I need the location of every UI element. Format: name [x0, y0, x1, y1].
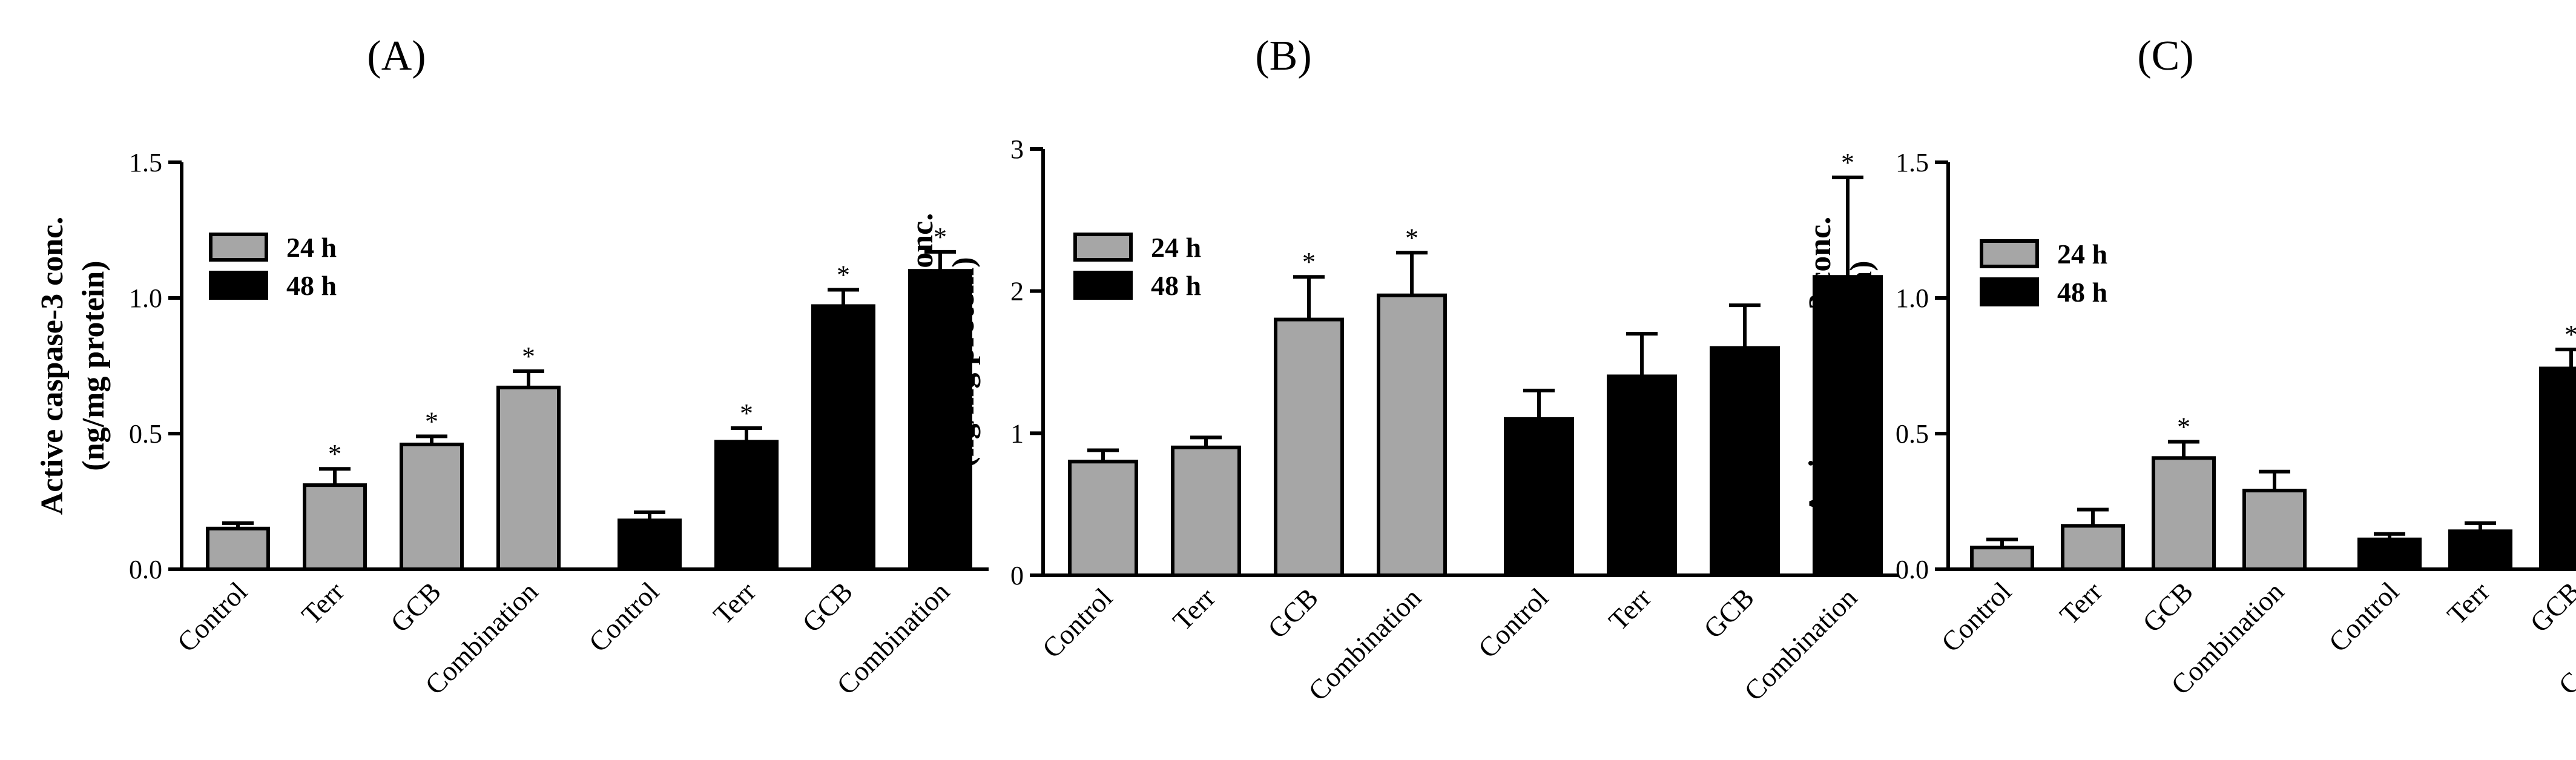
x-tick-label: Terr	[1167, 582, 1221, 636]
bar-48h-control	[618, 518, 682, 571]
bar-24h-gcb	[1274, 317, 1344, 577]
x-tick-label: Terr	[295, 576, 350, 630]
legend-label: 24 h	[286, 232, 337, 263]
bar-24h-combination	[1377, 293, 1447, 577]
significance-marker: *	[1302, 247, 1316, 277]
significance-marker: *	[1405, 223, 1418, 253]
x-tick-label: Terr	[2054, 576, 2108, 630]
panel-label: (A)	[367, 33, 426, 79]
bar-48h-terr	[714, 440, 779, 571]
x-tick-label: GCB	[384, 576, 447, 638]
x-tick-label: Terr	[707, 576, 762, 630]
legend-swatch-48h	[209, 271, 268, 300]
y-tick-label: 0.5	[1896, 419, 1929, 449]
bar-24h-control	[1970, 546, 2034, 571]
y-axis-label-unit: (ng/mg protein)	[1844, 260, 1879, 471]
legend-label: 48 h	[286, 270, 337, 301]
bar-24h-gcb	[400, 442, 464, 571]
x-tick-label: Control	[583, 576, 665, 658]
bar-48h-gcb	[1710, 346, 1780, 577]
x-tick-label: Control	[1935, 576, 2017, 658]
bar-24h-combination	[2242, 489, 2307, 572]
y-tick-label: 0.0	[1896, 555, 1929, 584]
panel-label: (C)	[2137, 33, 2193, 79]
bar-24h-terr	[1171, 445, 1241, 577]
legend-swatch-24h	[1073, 233, 1133, 262]
x-tick-label: Control	[1036, 582, 1118, 664]
legend-swatch-24h	[209, 233, 268, 262]
significance-marker: *	[837, 260, 850, 290]
bar-48h-terr	[2448, 529, 2512, 572]
x-tick-label: GCB	[1262, 582, 1324, 644]
chart-panel-b: (B)Active caspase-3 conc. (ng/mg protein)…	[905, 33, 1899, 707]
legend-label: 24 h	[2057, 239, 2107, 269]
significance-marker: *	[328, 439, 341, 469]
bar-48h-control	[1504, 417, 1574, 577]
bar-48h-combination	[908, 269, 972, 571]
y-axis-label-unit: (ng/mg protein)	[76, 260, 111, 471]
legend-label: 48 h	[2057, 277, 2107, 308]
bar-24h-terr	[303, 483, 367, 571]
x-tick-label: GCB	[1698, 582, 1760, 644]
x-tick-label: GCB	[2136, 576, 2199, 638]
chart-panel-c: (C) Active caspase-3 conc. (ng/mg protein)…	[1803, 33, 2576, 701]
significance-marker: *	[522, 342, 535, 371]
bar-48h-gcb	[811, 304, 875, 571]
bar-48h-terr	[1607, 374, 1677, 577]
x-tick-label: Control	[1472, 582, 1554, 664]
y-tick-label: 1	[1010, 418, 1024, 448]
x-tick-label: GCB	[796, 576, 858, 638]
legend-swatch-48h	[1073, 271, 1133, 300]
bar-48h-combination	[1813, 275, 1883, 577]
bar-24h-gcb	[2152, 456, 2216, 571]
y-tick-label: 3	[1010, 134, 1024, 164]
significance-marker: *	[1841, 148, 1854, 177]
panel-label: (B)	[1255, 33, 1311, 79]
y-tick-label: 2	[1010, 277, 1024, 306]
x-tick-label: Terr	[1603, 582, 1657, 636]
legend-swatch-24h	[1980, 239, 2039, 268]
x-tick-label: Combination	[1302, 582, 1427, 707]
y-tick-label: 1.5	[1896, 148, 1929, 177]
bar-48h-gcb	[2539, 366, 2576, 571]
x-tick-label: Combination	[1738, 582, 1863, 707]
y-axis-label: Active caspase-3 conc.	[1803, 217, 1837, 515]
legend-label: 24 h	[1151, 232, 1201, 263]
y-axis-label-unit: (ng/mg protein)	[946, 257, 981, 467]
y-tick-label: 1.0	[1896, 283, 1929, 313]
significance-marker: *	[740, 398, 753, 428]
x-tick-label: Control	[2323, 576, 2405, 658]
chart-panel-a: (A)Active caspase-3 conc. (ng/mg protein)…	[35, 33, 989, 701]
bar-24h-combination	[496, 385, 561, 572]
significance-marker: *	[2177, 412, 2190, 441]
bar-48h-control	[2357, 537, 2422, 571]
x-tick-label: Terr	[2441, 576, 2495, 630]
y-axis-label: Active caspase-3 conc.	[905, 213, 940, 511]
bar-24h-control	[206, 526, 270, 571]
bar-24h-control	[1068, 460, 1138, 577]
y-tick-label: 0	[1010, 561, 1024, 590]
y-tick-label: 1.0	[129, 283, 162, 313]
significance-marker: *	[425, 406, 438, 436]
bar-24h-terr	[2061, 524, 2125, 572]
significance-marker: *	[2564, 320, 2576, 349]
y-tick-label: 0.0	[129, 555, 162, 584]
legend-label: 48 h	[1151, 270, 1201, 301]
legend-swatch-48h	[1980, 277, 2039, 306]
y-tick-label: 0.5	[129, 419, 162, 449]
y-axis-label: Active caspase-3 conc.	[35, 217, 70, 515]
significance-marker: *	[934, 222, 947, 252]
y-tick-label: 1.5	[129, 148, 162, 177]
x-tick-label: GCB	[2524, 576, 2576, 638]
x-tick-label: Control	[171, 576, 253, 658]
